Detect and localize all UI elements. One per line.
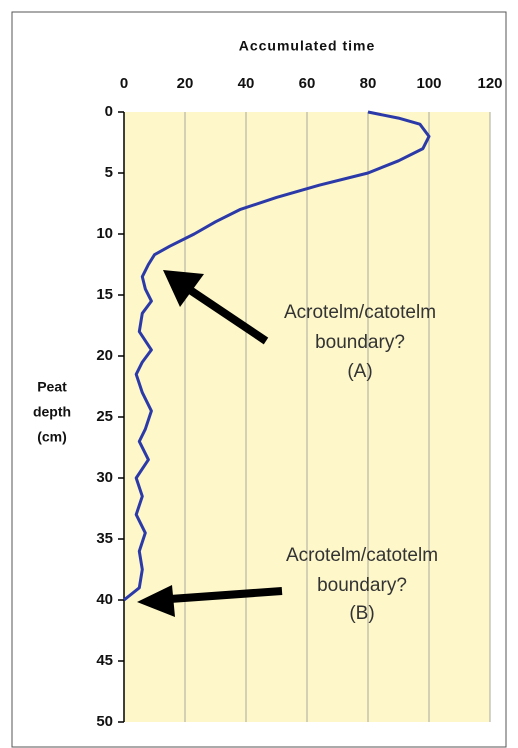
arrow xyxy=(169,587,283,603)
arrow-head xyxy=(163,270,204,307)
y-tick-label: 45 xyxy=(96,652,113,669)
x-tick-label: 60 xyxy=(299,75,316,92)
x-tick-label: 80 xyxy=(360,75,377,92)
y-axis-title: (cm) xyxy=(37,429,67,445)
arrow xyxy=(187,286,269,345)
x-tick-label: 100 xyxy=(416,75,441,92)
y-tick-label: 10 xyxy=(96,225,113,242)
y-tick-label: 5 xyxy=(105,164,113,181)
y-tick-label: 15 xyxy=(96,286,113,303)
annotation: boundary? xyxy=(317,575,407,596)
annotation: (A) xyxy=(347,361,372,382)
y-tick-label: 35 xyxy=(96,530,113,547)
line-series xyxy=(123,110,431,602)
annotation: Acrotelm/catotelm xyxy=(286,545,438,566)
x-axis-title: Accumulated time xyxy=(239,38,376,54)
annotation: Acrotelm/catotelm xyxy=(284,302,436,323)
x-tick-label: 40 xyxy=(238,75,255,92)
y-axis-title: depth xyxy=(33,404,71,420)
y-axis-title: Peat xyxy=(37,379,67,395)
x-tick-label: 120 xyxy=(477,75,502,92)
annotation: (B) xyxy=(349,603,374,624)
y-tick-label: 30 xyxy=(96,469,113,486)
y-tick-label: 20 xyxy=(96,347,113,364)
x-tick-label: 0 xyxy=(120,75,128,92)
x-tick-label: 20 xyxy=(177,75,194,92)
y-tick-label: 0 xyxy=(105,103,113,120)
y-tick-label: 25 xyxy=(96,408,113,425)
y-tick-label: 50 xyxy=(96,713,113,730)
y-tick-label: 40 xyxy=(96,591,113,608)
annotation: boundary? xyxy=(315,332,405,353)
arrow-head xyxy=(137,585,175,617)
